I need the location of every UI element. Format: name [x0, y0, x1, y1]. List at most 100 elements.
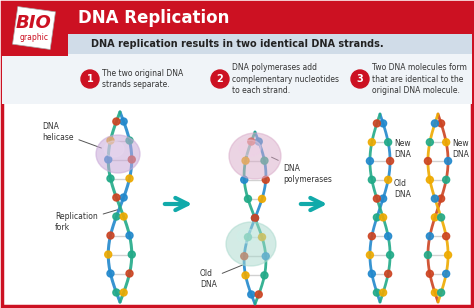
- Text: 1: 1: [87, 74, 93, 84]
- Circle shape: [443, 176, 450, 183]
- Circle shape: [126, 175, 133, 182]
- Circle shape: [120, 118, 127, 125]
- Ellipse shape: [239, 140, 261, 156]
- Circle shape: [242, 272, 249, 279]
- Circle shape: [248, 291, 255, 298]
- Text: The two original DNA
strands separate.: The two original DNA strands separate.: [102, 69, 183, 89]
- Circle shape: [431, 195, 438, 202]
- Circle shape: [387, 252, 393, 258]
- Ellipse shape: [96, 135, 140, 173]
- Text: DNA replication results in two identical DNA strands.: DNA replication results in two identical…: [91, 39, 383, 49]
- Circle shape: [120, 213, 127, 220]
- Text: graphic: graphic: [19, 34, 48, 43]
- Circle shape: [113, 213, 120, 220]
- Circle shape: [443, 270, 450, 277]
- Circle shape: [107, 137, 114, 144]
- Text: DNA
polymerases: DNA polymerases: [272, 157, 332, 184]
- Circle shape: [128, 251, 135, 258]
- Circle shape: [426, 270, 433, 277]
- Ellipse shape: [104, 141, 124, 157]
- Circle shape: [368, 270, 375, 277]
- Ellipse shape: [226, 222, 276, 266]
- Circle shape: [126, 137, 133, 144]
- Circle shape: [113, 118, 120, 125]
- Circle shape: [258, 233, 265, 241]
- Circle shape: [438, 195, 445, 202]
- Circle shape: [368, 176, 375, 183]
- Circle shape: [374, 289, 381, 296]
- Circle shape: [387, 157, 393, 164]
- Text: 3: 3: [356, 74, 364, 84]
- Circle shape: [126, 232, 133, 239]
- Circle shape: [366, 252, 374, 258]
- Text: Old
DNA: Old DNA: [394, 179, 411, 199]
- Circle shape: [385, 176, 392, 183]
- Circle shape: [262, 176, 269, 183]
- Text: New
DNA: New DNA: [452, 139, 469, 159]
- Circle shape: [255, 138, 262, 145]
- Circle shape: [431, 214, 438, 221]
- Ellipse shape: [229, 133, 281, 179]
- Circle shape: [380, 120, 387, 127]
- Circle shape: [426, 176, 433, 183]
- Circle shape: [368, 233, 375, 240]
- Ellipse shape: [237, 229, 257, 243]
- Circle shape: [431, 289, 438, 296]
- Bar: [2, 54, 472, 104]
- Circle shape: [431, 120, 438, 127]
- Polygon shape: [12, 6, 55, 50]
- Circle shape: [443, 139, 450, 146]
- Circle shape: [262, 253, 269, 260]
- Text: New
DNA: New DNA: [0, 307, 1, 308]
- Circle shape: [443, 233, 450, 240]
- Circle shape: [426, 233, 433, 240]
- Circle shape: [385, 270, 392, 277]
- Circle shape: [426, 139, 433, 146]
- Circle shape: [105, 156, 112, 163]
- Bar: [2, 2, 68, 56]
- Circle shape: [385, 139, 392, 146]
- Circle shape: [374, 120, 381, 127]
- Circle shape: [245, 195, 252, 202]
- Circle shape: [385, 233, 392, 240]
- Text: DNA
helicase: DNA helicase: [42, 122, 101, 148]
- Circle shape: [252, 214, 258, 221]
- Circle shape: [120, 194, 127, 201]
- Circle shape: [81, 70, 99, 88]
- Circle shape: [438, 214, 445, 221]
- Circle shape: [113, 289, 120, 296]
- Text: Replication
fork: Replication fork: [55, 210, 118, 232]
- Circle shape: [438, 289, 445, 296]
- Circle shape: [241, 253, 248, 260]
- Circle shape: [107, 175, 114, 182]
- Circle shape: [380, 195, 387, 202]
- Circle shape: [248, 138, 255, 145]
- Circle shape: [113, 194, 120, 201]
- Circle shape: [258, 195, 265, 202]
- Circle shape: [107, 270, 114, 277]
- Circle shape: [380, 214, 387, 221]
- Circle shape: [424, 252, 431, 258]
- Circle shape: [261, 272, 268, 279]
- Circle shape: [255, 291, 262, 298]
- Circle shape: [107, 232, 114, 239]
- Circle shape: [424, 157, 431, 164]
- Circle shape: [105, 251, 112, 258]
- Bar: [2, 34, 472, 54]
- Circle shape: [252, 214, 258, 221]
- Text: Old
DNA: Old DNA: [200, 265, 242, 289]
- Text: 2: 2: [217, 74, 223, 84]
- Text: BIO: BIO: [16, 14, 52, 32]
- Circle shape: [211, 70, 229, 88]
- Circle shape: [380, 289, 387, 296]
- Circle shape: [368, 139, 375, 146]
- Bar: [68, 2, 472, 34]
- Circle shape: [245, 233, 252, 241]
- Circle shape: [366, 157, 374, 164]
- Text: DNA Replication: DNA Replication: [78, 9, 229, 27]
- Circle shape: [241, 176, 248, 183]
- Circle shape: [128, 156, 135, 163]
- Text: Two DNA molecules form
that are identical to the
original DNA molecule.: Two DNA molecules form that are identica…: [372, 63, 467, 95]
- Circle shape: [374, 195, 381, 202]
- Circle shape: [445, 157, 452, 164]
